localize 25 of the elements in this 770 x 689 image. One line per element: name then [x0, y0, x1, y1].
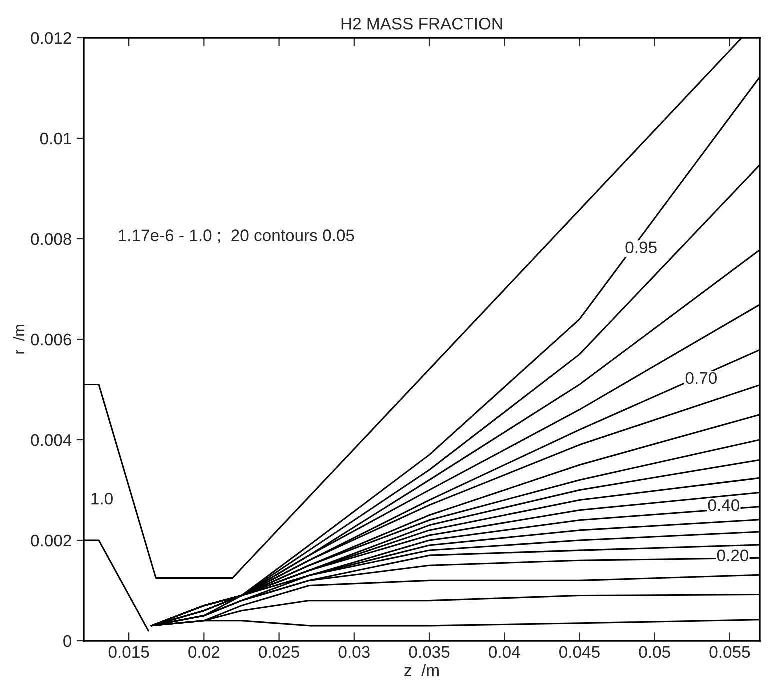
y-tick-label: 0.01	[40, 132, 72, 145]
x-axis-title: z /m	[404, 664, 439, 676]
x-tick-label: 0.035	[409, 646, 450, 658]
x-tick-label: 0.045	[560, 646, 600, 658]
x-tick-label: 0.025	[259, 646, 300, 658]
annotation: 0.95	[626, 242, 657, 254]
y-tick-label: 0.012	[31, 32, 72, 44]
y-axis-title: r /m	[13, 325, 25, 354]
x-tick-label: 0.04	[489, 646, 520, 658]
annotation: 1.0	[92, 492, 113, 505]
y-tick-label: 0.008	[31, 233, 72, 246]
x-tick-label: 0.05	[639, 646, 670, 658]
x-tick-label: 0.03	[338, 646, 370, 658]
x-tick-label: 0.055	[710, 646, 750, 658]
y-tick-label: 0	[64, 635, 72, 648]
x-tick-label: 0.02	[188, 646, 220, 658]
chart-title: H2 MASS FRACTION	[342, 18, 502, 30]
annotation: 0.20	[717, 550, 749, 562]
y-tick-label: 0.006	[31, 334, 72, 346]
annotation: 0.40	[708, 500, 740, 512]
annotation: 0.70	[686, 372, 717, 384]
y-tick-label: 0.002	[31, 534, 72, 547]
annotation: 1.17e-6 - 1.0 ; 20 contours 0.05	[119, 230, 354, 244]
y-tick-label: 0.004	[31, 434, 72, 446]
x-tick-label: 0.015	[108, 646, 150, 658]
